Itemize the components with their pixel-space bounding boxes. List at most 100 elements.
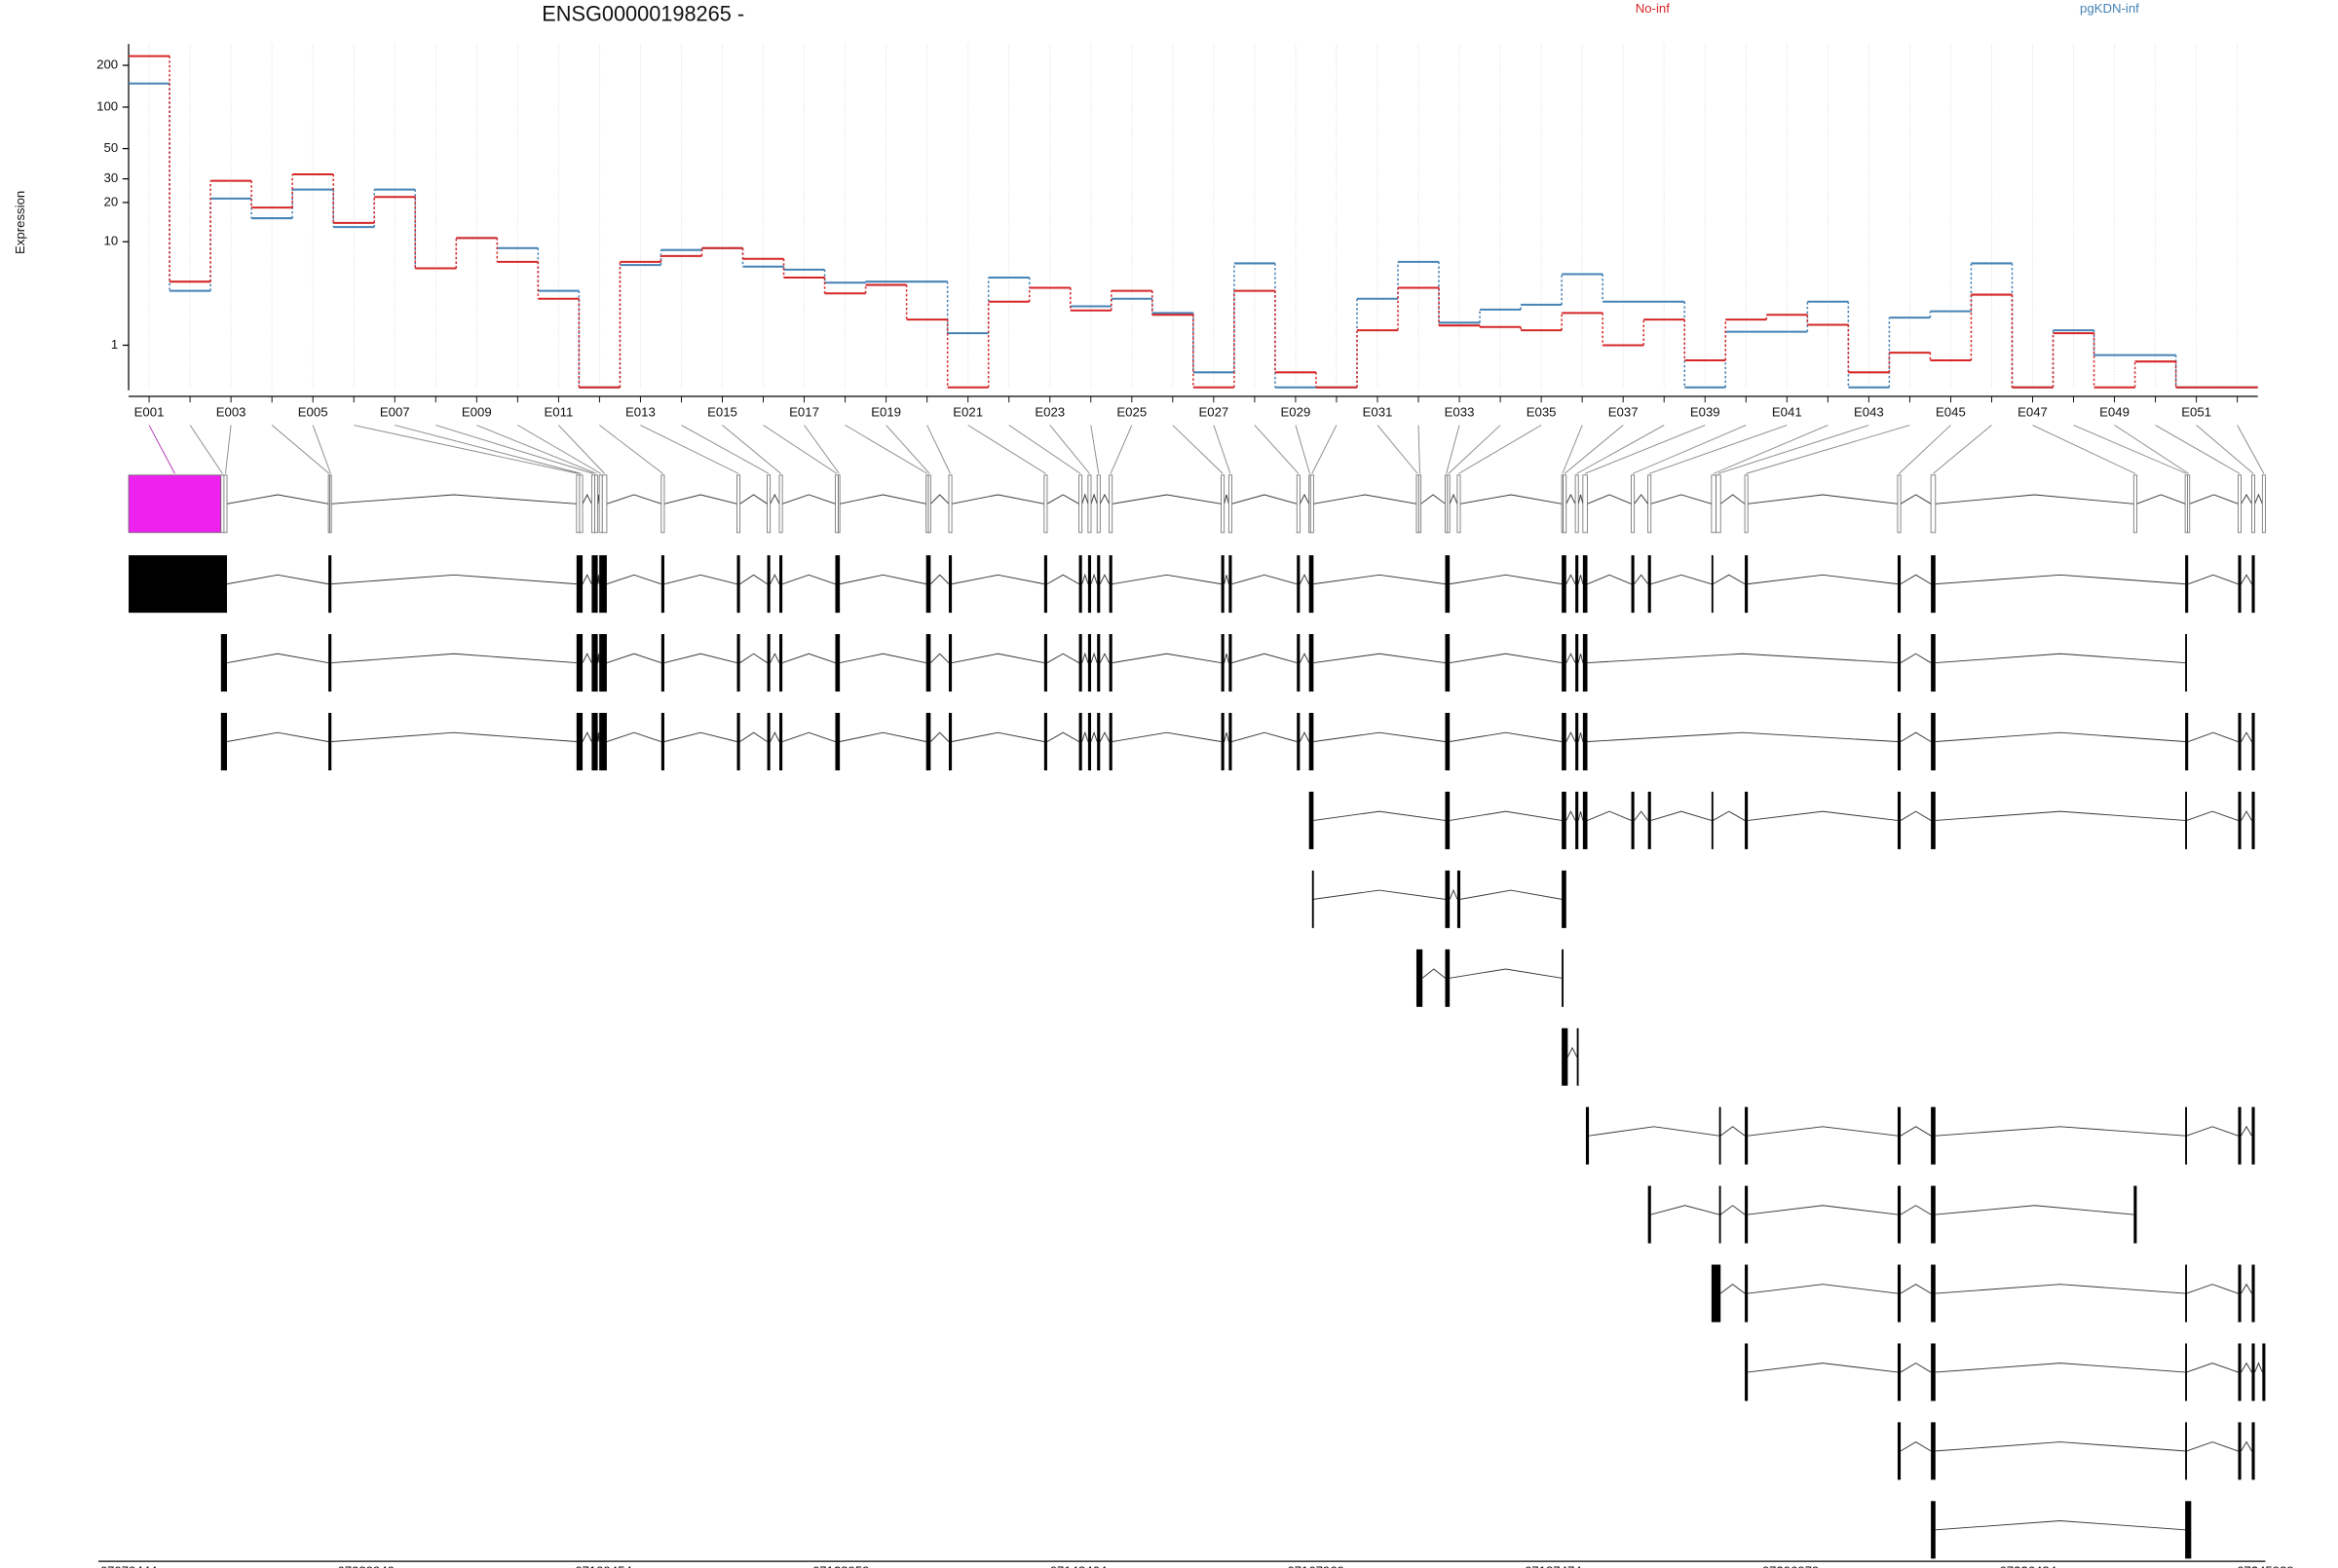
transcript-exon: [1647, 1185, 1651, 1244]
genomic-tick-label: 67148464: [1050, 1563, 1108, 1568]
x-tick-label: E007: [380, 405, 410, 420]
x-tick-label: E051: [2181, 405, 2211, 420]
intron: [331, 494, 577, 504]
intron: [663, 574, 737, 585]
intron: [2186, 1363, 2239, 1373]
transcript-exon: [1711, 555, 1714, 614]
intron: [1650, 574, 1713, 585]
exon-connector: [435, 425, 594, 474]
intron: [1748, 1205, 1899, 1215]
transcript-exon: [2238, 1264, 2242, 1323]
intron: [597, 575, 600, 584]
transcript-exon: [779, 712, 783, 771]
intron: [1090, 573, 1098, 584]
exon-connector: [271, 425, 330, 474]
transcript-exon: [2251, 1264, 2255, 1323]
transcript-exon: [1562, 634, 1566, 692]
transcript-exon: [1562, 1027, 1568, 1086]
intron: [597, 732, 600, 742]
x-tick-label: E001: [134, 405, 165, 420]
x-tick-label: E037: [1608, 405, 1639, 420]
intron: [663, 494, 737, 504]
intron: [930, 653, 950, 663]
intron: [1900, 1205, 1932, 1215]
intron: [1748, 1363, 1899, 1373]
intron: [1587, 494, 1632, 504]
intron: [1900, 1363, 1932, 1373]
intron: [2136, 494, 2186, 504]
transcript-exon: [1562, 870, 1566, 928]
y-tick-label: 30: [103, 170, 118, 185]
transcript-exon: [1931, 555, 1936, 614]
model-exon: [329, 474, 332, 534]
transcript-exon: [1297, 555, 1301, 614]
intron: [770, 493, 780, 504]
intron: [1900, 810, 1932, 821]
intron: [1900, 653, 1932, 663]
intron: [781, 653, 836, 664]
intron: [1046, 653, 1079, 663]
transcript-exon: [1718, 1106, 1721, 1165]
intron: [1081, 493, 1089, 504]
intron: [739, 731, 768, 742]
y-axis-label: Expression: [13, 191, 27, 254]
genomic-tick-label: 67187474: [1525, 1563, 1582, 1568]
intron: [606, 494, 661, 504]
exon-connector: [926, 425, 951, 474]
intron: [582, 574, 592, 584]
transcript-exon: [1631, 791, 1635, 849]
intron: [1099, 493, 1111, 504]
transcript-exon: [1585, 1106, 1590, 1165]
model-exon: [594, 474, 598, 534]
intron: [781, 574, 836, 585]
intron: [739, 653, 768, 663]
intron: [1900, 494, 1932, 504]
model-exon: [2261, 474, 2266, 534]
exon-connector: [1564, 425, 1624, 474]
transcript-exon: [599, 712, 607, 771]
intron: [1459, 494, 1563, 504]
transcript-exon: [1582, 634, 1588, 692]
x-tick-label: E021: [953, 405, 983, 420]
transcript-exon: [1043, 555, 1047, 614]
transcript-exon: [925, 555, 931, 614]
exon-connector: [1213, 425, 1231, 474]
transcript-exon: [1931, 634, 1936, 692]
transcript-exon: [1647, 555, 1651, 614]
model-exon: [1930, 474, 1937, 534]
transcript-exon: [1562, 791, 1566, 849]
transcript-exon: [591, 712, 598, 771]
exon-connector: [1254, 425, 1300, 474]
intron: [1099, 574, 1111, 584]
y-tick-label: 10: [103, 234, 118, 248]
intron: [1450, 731, 1563, 742]
model-exon: [223, 474, 228, 534]
exon-connector: [1717, 425, 1869, 474]
exon-connector: [1090, 425, 1100, 474]
transcript-exon: [1311, 870, 1314, 928]
intron: [1449, 493, 1458, 504]
intron: [1577, 653, 1584, 663]
transcript-exon: [328, 634, 332, 692]
exon-connector: [763, 425, 838, 474]
exon-connector: [1417, 425, 1420, 474]
intron: [1748, 574, 1899, 585]
model-exon: [590, 474, 595, 534]
intron: [2189, 494, 2239, 504]
legend-entry: pgKDN-inf: [2080, 1, 2139, 16]
exon-connector: [1446, 425, 1460, 474]
transcript-exon: [948, 555, 953, 614]
exon-connector: [1933, 425, 1992, 474]
intron: [770, 731, 780, 742]
intron: [1299, 731, 1310, 742]
transcript-exon: [1562, 949, 1564, 1007]
x-tick-label: E027: [1198, 405, 1228, 420]
transcript-exon: [1582, 555, 1588, 614]
exon-connector: [1110, 425, 1133, 474]
exon-connector: [312, 425, 331, 474]
transcript-exon: [1931, 1422, 1936, 1480]
model-exon: [1631, 474, 1636, 534]
intron: [781, 731, 836, 742]
transcript-exon: [1718, 1185, 1721, 1244]
intron: [1090, 652, 1098, 663]
